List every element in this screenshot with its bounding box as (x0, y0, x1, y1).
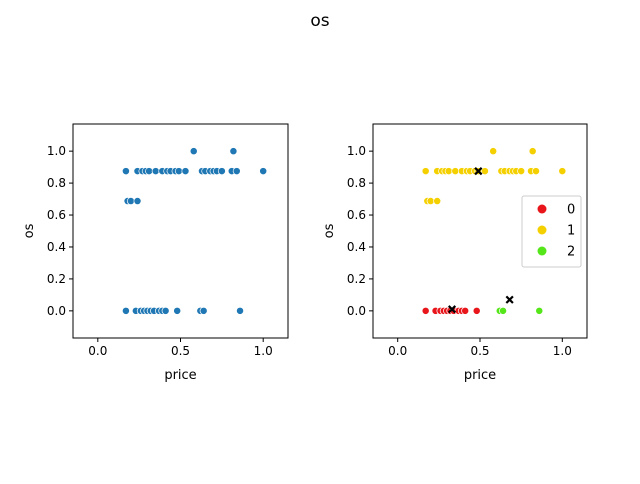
data-point-cluster-0 (421, 306, 430, 315)
y-tick-label: 0.6 (47, 208, 66, 222)
data-point-cluster-1 (489, 147, 498, 156)
centroid-marker (447, 305, 457, 314)
legend-marker-0 (537, 204, 547, 214)
centroid-marker (474, 167, 483, 176)
data-point (217, 167, 226, 176)
data-point-cluster-0 (461, 306, 470, 315)
legend-box (521, 195, 582, 268)
data-point-cluster-2 (535, 306, 544, 315)
data-point-cluster-1 (480, 167, 489, 176)
figure-title: os (310, 11, 329, 31)
data-point (121, 167, 130, 176)
data-point (126, 197, 135, 206)
data-point-cluster-1 (558, 167, 567, 176)
data-point (145, 167, 154, 176)
data-point-cluster-2 (499, 306, 507, 315)
data-point-cluster-1 (433, 197, 442, 206)
data-point (232, 167, 241, 176)
data-point-cluster-1 (444, 167, 453, 176)
y-tick-label: 0.4 (347, 240, 366, 254)
x-tick-label: 1.0 (254, 344, 273, 358)
y-tick-label: 0.2 (47, 272, 66, 286)
data-point (199, 306, 208, 315)
centroid-stroke (474, 167, 483, 176)
x-tick-label: 0.5 (470, 344, 489, 358)
data-point (174, 167, 183, 176)
x-tick-label: 0.0 (88, 344, 107, 358)
x-axis-label: price (164, 368, 196, 383)
legend-marker-1 (537, 225, 547, 235)
y-axis-label: os (322, 223, 337, 238)
data-point (181, 167, 190, 176)
centroid-stroke (447, 305, 457, 314)
y-tick-label: 0.8 (347, 176, 366, 190)
centroid-stroke (505, 295, 514, 304)
y-tick-label: 0.8 (47, 176, 66, 190)
x-tick-label: 0.5 (171, 344, 190, 358)
data-point-cluster-1 (532, 167, 540, 176)
y-tick-label: 0.4 (47, 240, 66, 254)
legend: 0 1 2 (521, 195, 582, 268)
data-point (189, 147, 198, 156)
data-point (236, 306, 244, 315)
x-tick-label: 1.0 (553, 344, 572, 358)
data-point (173, 306, 182, 315)
data-point-cluster-0 (472, 306, 481, 315)
scatter-plot-price-vs-os-clustered: 0.0 0.5 1.0 0.0 0.2 0.4 0.6 0.8 1.0 price os 0 1 2 (322, 123, 588, 383)
data-point-cluster-1 (517, 167, 526, 176)
data-point (151, 167, 160, 176)
data-point (229, 147, 238, 156)
x-axis-label: price (464, 368, 496, 383)
y-tick-label: 0.0 (47, 304, 66, 318)
data-point-cluster-1 (528, 147, 537, 156)
y-axis-label: os (22, 223, 37, 238)
data-point (259, 167, 268, 176)
y-tick-label: 0.0 (347, 304, 366, 318)
legend-label: 2 (567, 245, 575, 260)
y-tick-label: 1.0 (347, 144, 366, 158)
y-tick-label: 1.0 (47, 144, 66, 158)
y-tick-label: 0.2 (347, 272, 366, 286)
data-point (161, 306, 170, 315)
legend-marker-2 (537, 246, 547, 256)
legend-label: 1 (567, 224, 575, 239)
scatter-plot-price-vs-os: 0.0 0.5 1.0 0.0 0.2 0.4 0.6 0.8 1.0 price os (22, 123, 289, 383)
x-tick-label: 0.0 (388, 344, 407, 358)
legend-label: 0 (567, 203, 575, 218)
data-point-cluster-1 (421, 167, 430, 176)
centroid-marker (505, 295, 514, 304)
data-point-cluster-1 (451, 167, 460, 176)
y-tick-label: 0.6 (347, 208, 366, 222)
axes-frame (72, 123, 289, 339)
data-point (133, 197, 142, 206)
data-point (121, 306, 130, 315)
data-point-cluster-1 (426, 197, 435, 206)
